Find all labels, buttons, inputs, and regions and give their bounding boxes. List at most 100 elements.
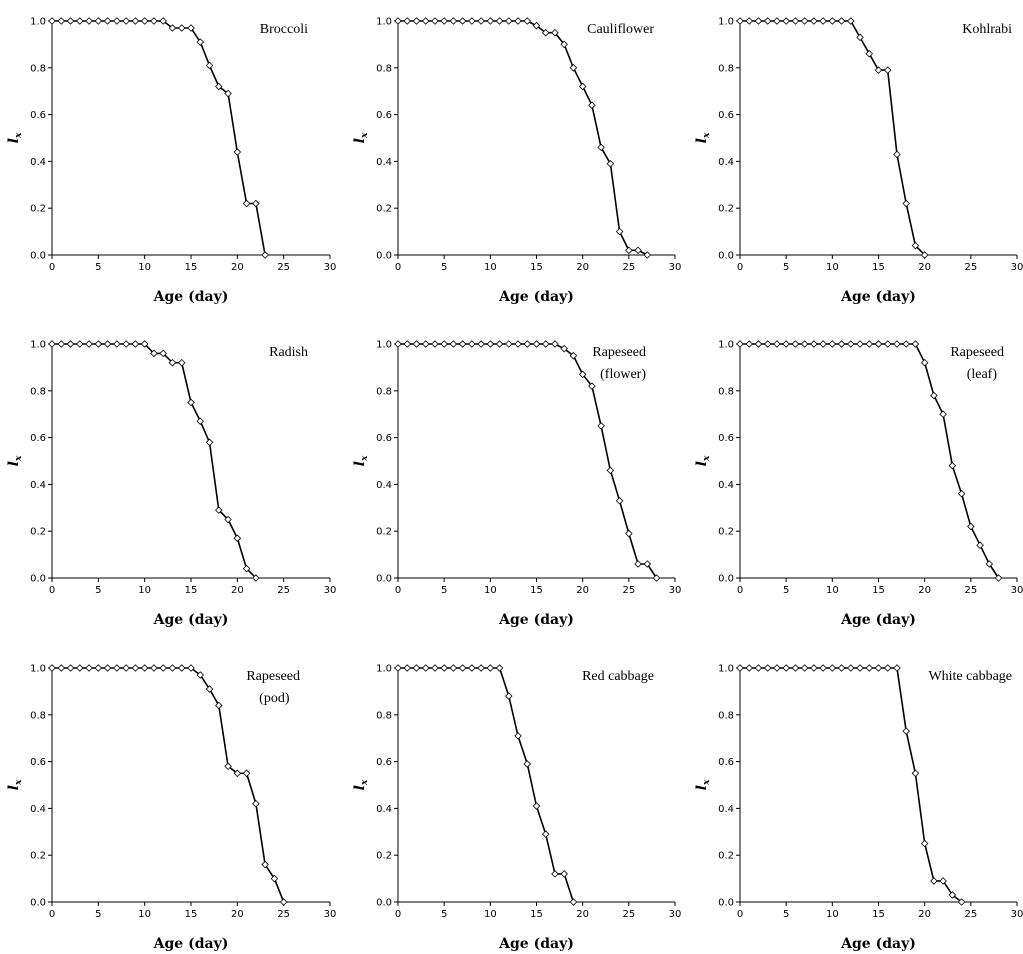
x-tick-label: 20 [918, 585, 931, 596]
data-point [224, 515, 232, 524]
panel-3: 0 5 10 15 20 25 30 0.0 0.2 0.4 0.6 0.8 1.0 Age (day) l… [6, 340, 336, 629]
data-point [994, 574, 1003, 582]
data-point [431, 340, 439, 348]
data-point [177, 358, 186, 367]
data-point [791, 664, 800, 672]
x-tick-label: 25 [622, 585, 635, 596]
y-tick-label: 0.6 [376, 757, 392, 768]
data-point [782, 340, 790, 348]
data-point [625, 529, 633, 538]
data-point [625, 246, 633, 255]
data-point [588, 101, 596, 110]
data-point [514, 732, 522, 740]
y-tick-label: 0.6 [30, 110, 46, 121]
data-point [94, 664, 103, 672]
data-point [541, 28, 550, 37]
data-point [458, 664, 467, 672]
x-tick-label: 15 [872, 585, 885, 596]
data-point [412, 17, 421, 25]
y-tick-label: 0.4 [718, 480, 734, 491]
data-point [736, 664, 744, 672]
data-point [187, 398, 195, 407]
y-tick-label: 0.8 [376, 63, 392, 74]
y-tick-label: 1.0 [30, 340, 46, 351]
data-point [939, 877, 947, 885]
y-tick-label: 0.4 [376, 157, 392, 168]
data-point [449, 17, 458, 25]
data-point [205, 61, 214, 70]
data-point [196, 417, 205, 425]
data-point [634, 560, 642, 568]
x-tick-label: 10 [826, 585, 839, 596]
x-tick-label: 0 [737, 909, 743, 920]
x-tick-label: 20 [231, 585, 244, 596]
data-point [754, 17, 763, 25]
series-line [52, 20, 266, 256]
y-tick-label: 0.2 [718, 851, 734, 862]
data-point [911, 340, 920, 348]
x-tick-label: 0 [49, 909, 55, 920]
y-tick-label: 0.2 [718, 204, 734, 215]
data-point [837, 664, 846, 672]
data-point [261, 251, 269, 259]
data-point [215, 506, 223, 514]
x-tick-label: 15 [185, 909, 198, 920]
panel-5: 0 5 10 15 20 25 30 0.0 0.2 0.4 0.6 0.8 1.0 Age (day) l… [694, 340, 1023, 629]
data-point [66, 664, 75, 672]
data-point [514, 340, 522, 348]
x-tick-label: 25 [277, 262, 290, 273]
data-point [560, 870, 568, 878]
data-point [560, 344, 568, 353]
data-point [800, 664, 809, 672]
panel-6: 0 5 10 15 20 25 30 0.0 0.2 0.4 0.6 0.8 1.0 Age (day) l… [6, 664, 336, 953]
data-point [477, 17, 485, 25]
y-tick-label: 0.8 [30, 63, 46, 74]
data-point [159, 349, 167, 358]
panel-7: 0 5 10 15 20 25 30 0.0 0.2 0.4 0.6 0.8 1.0 Age (day) l… [352, 664, 681, 953]
data-point [893, 150, 901, 159]
data-point [150, 17, 158, 25]
x-tick-label: 25 [622, 909, 635, 920]
y-axis-title: lx [6, 779, 24, 790]
data-point [421, 17, 430, 25]
data-point [865, 340, 874, 348]
data-point [532, 340, 541, 348]
data-point [874, 340, 883, 348]
data-point [569, 64, 578, 72]
panel-4: 0 5 10 15 20 25 30 0.0 0.2 0.4 0.6 0.8 1.0 Age (day) l… [352, 340, 681, 629]
data-point [224, 762, 232, 771]
data-point [495, 664, 504, 672]
data-point [57, 17, 66, 25]
data-point [94, 340, 103, 348]
data-point [791, 17, 800, 25]
data-point [76, 340, 84, 348]
data-point [893, 664, 901, 672]
data-point [930, 391, 938, 400]
data-point [394, 664, 402, 672]
x-axis-title: Age (day) [498, 289, 574, 305]
data-point [902, 340, 910, 348]
y-tick-label: 0.0 [718, 574, 734, 585]
data-point [66, 17, 75, 25]
x-tick-label: 10 [826, 262, 839, 273]
data-point [196, 38, 205, 46]
y-tick-label: 0.8 [376, 710, 392, 721]
y-tick-label: 0.2 [30, 851, 46, 862]
data-point [615, 227, 624, 236]
x-tick-label: 25 [277, 585, 290, 596]
x-tick-label: 10 [138, 262, 151, 273]
data-point [578, 82, 587, 91]
data-point [532, 802, 541, 810]
data-point [883, 66, 892, 74]
data-point [763, 664, 772, 672]
data-point [140, 664, 149, 672]
x-tick-label: 30 [669, 585, 682, 596]
x-tick-label: 10 [484, 585, 497, 596]
y-axis-title-sub: x [702, 132, 712, 139]
data-point [57, 340, 66, 348]
data-point [948, 891, 957, 899]
data-point [957, 489, 966, 498]
data-point [902, 199, 910, 208]
data-point [177, 24, 186, 32]
data-point [856, 664, 864, 672]
